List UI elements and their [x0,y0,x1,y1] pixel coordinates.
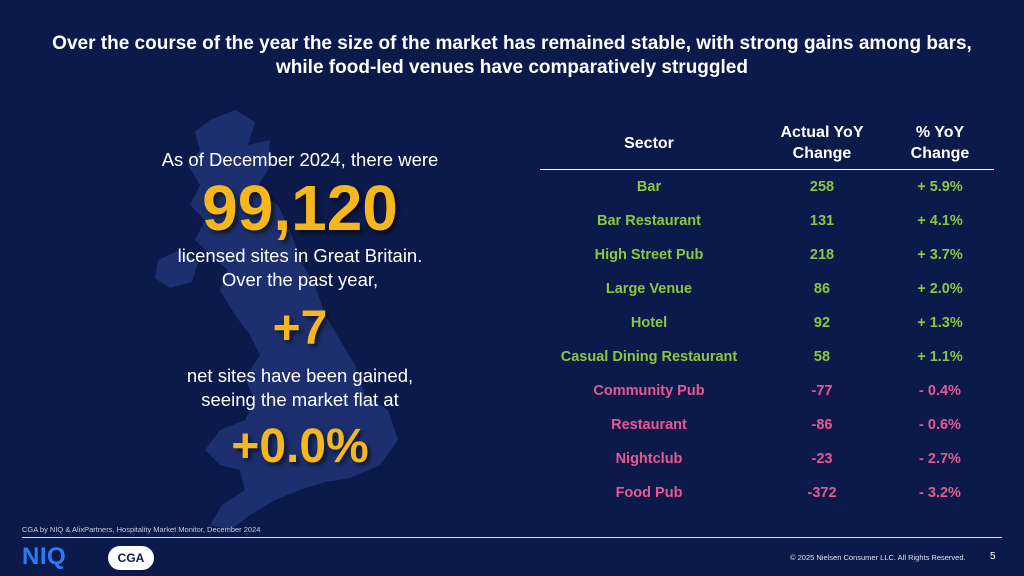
actual-change-cell: 86 [813,281,831,297]
copyright-note: © 2025 Nielsen Consumer LLC. All Rights … [790,553,966,562]
table-row: Restaurant -86 - 0.6% [540,408,994,442]
table-row: Large Venue 86 + 2.0% [540,272,994,306]
great-britain-map-icon [155,110,398,530]
net-change: +7 [272,302,328,355]
footer-divider [22,537,1002,538]
header-actual-yoy: Actual YoY Change [758,118,886,170]
pct-change-cell: - 0.4% [919,383,961,399]
sector-cell: Hotel [630,315,668,331]
actual-change-cell: -77 [811,383,833,399]
actual-change-cell: 131 [809,213,835,229]
actual-change-cell: 258 [809,179,835,195]
header-pct-yoy: % YoY Change [886,118,994,170]
table-row: Casual Dining Restaurant 58 + 1.1% [540,340,994,374]
sector-cell: Restaurant [611,417,687,433]
actual-change-cell: -23 [811,451,833,467]
actual-change-cell: 58 [813,349,831,365]
page-title: Over the course of the year the size of … [52,33,972,78]
pct-change-cell: - 0.6% [919,417,961,433]
summary-panel: As of December 2024, there were 99,120 l… [130,148,470,474]
summary-flat-label: seeing the market flat at [201,389,399,410]
pct-change-cell: + 1.3% [917,315,963,331]
sector-cell: Community Pub [593,383,705,399]
sector-cell: Food Pub [615,485,683,501]
summary-gain-label: net sites have been gained, [186,365,414,386]
actual-change-cell: -86 [811,417,833,433]
pct-change-cell: - 2.7% [919,451,961,467]
table-row: Hotel 92 + 1.3% [540,306,994,340]
pct-change-cell: + 2.0% [917,281,963,297]
sector-cell: Nightclub [615,451,683,467]
summary-intro: As of December 2024, there were [161,149,439,170]
actual-change-cell: 218 [809,247,835,263]
pct-change-cell: + 4.1% [917,213,963,229]
sector-cell: Bar Restaurant [597,213,701,229]
sites-count: 99,120 [202,172,398,244]
pct-change-cell: + 3.7% [917,247,963,263]
summary-period: Over the past year, [221,269,379,290]
actual-change-cell: 92 [813,315,831,331]
table-row: Bar Restaurant 131 + 4.1% [540,204,994,238]
market-change: +0.0% [231,420,369,473]
table-header-row: Sector Actual YoY Change % YoY Change [540,118,994,170]
pct-change-cell: + 1.1% [917,349,963,365]
sector-cell: Bar [636,179,662,195]
cga-logo: CGA [108,546,154,570]
page-number: 5 [990,551,996,562]
sector-table: Sector Actual YoY Change % YoY Change Ba… [540,118,994,510]
pct-change-cell: - 3.2% [919,485,961,501]
sector-cell: Casual Dining Restaurant [560,349,738,365]
table-row: Nightclub -23 - 2.7% [540,442,994,476]
table-row: Community Pub -77 - 0.4% [540,374,994,408]
table-row: High Street Pub 218 + 3.7% [540,238,994,272]
niq-logo: NIQ [22,543,67,570]
sector-cell: Large Venue [605,281,693,297]
table-row: Bar 258 + 5.9% [540,170,994,205]
table-row: Food Pub -372 - 3.2% [540,476,994,510]
sector-cell: High Street Pub [594,247,704,263]
source-note: CGA by NIQ & AlixPartners, Hospitality M… [22,525,261,534]
actual-change-cell: -372 [807,485,837,501]
summary-sites-label: licensed sites in Great Britain. [177,245,423,266]
pct-change-cell: + 5.9% [917,179,963,195]
header-sector: Sector [540,118,758,170]
